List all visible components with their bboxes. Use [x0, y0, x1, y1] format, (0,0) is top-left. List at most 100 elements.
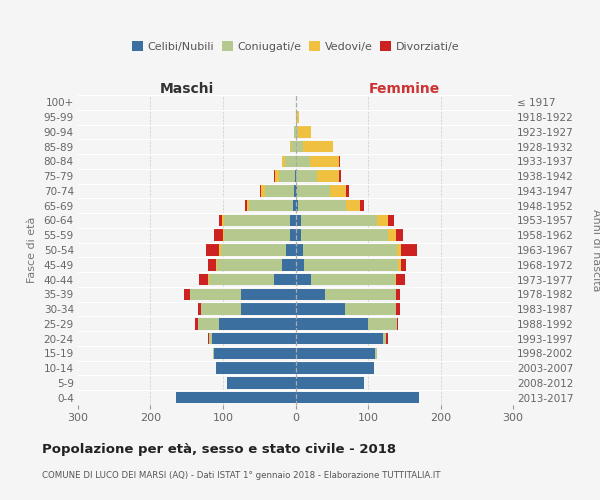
Y-axis label: Anni di nascita: Anni di nascita [590, 209, 600, 291]
Bar [296, 244, 303, 256]
Bar [176, 392, 296, 404]
Bar [197, 304, 201, 315]
Bar [291, 141, 296, 152]
Bar [296, 318, 368, 330]
Bar [296, 288, 325, 300]
Bar [296, 170, 317, 182]
Bar [241, 304, 296, 315]
Bar [395, 288, 396, 300]
Bar [296, 214, 301, 226]
Bar [212, 333, 296, 344]
Bar [311, 274, 395, 285]
Bar [388, 214, 394, 226]
Bar [286, 156, 296, 167]
Bar [304, 259, 398, 270]
Bar [282, 156, 286, 167]
Bar [296, 377, 364, 388]
Bar [296, 392, 419, 404]
Bar [339, 170, 341, 182]
Bar [329, 185, 346, 196]
Bar [245, 200, 247, 211]
Bar [218, 214, 222, 226]
Bar [296, 230, 301, 241]
Bar [303, 141, 333, 152]
Bar [199, 274, 208, 285]
Bar [249, 200, 293, 211]
Bar [298, 200, 346, 211]
Bar [224, 214, 290, 226]
Bar [301, 214, 377, 226]
Bar [274, 274, 296, 285]
Bar [360, 200, 364, 211]
Bar [294, 126, 296, 138]
Bar [220, 244, 221, 256]
Text: Femmine: Femmine [368, 82, 440, 96]
Bar [296, 304, 345, 315]
Bar [296, 126, 298, 138]
Bar [217, 259, 283, 270]
Bar [395, 230, 403, 241]
Bar [293, 200, 296, 211]
Bar [222, 214, 224, 226]
Bar [296, 348, 375, 359]
Bar [296, 274, 311, 285]
Bar [296, 200, 298, 211]
Bar [196, 318, 197, 330]
Bar [190, 288, 241, 300]
Bar [303, 244, 397, 256]
Bar [201, 304, 241, 315]
Bar [317, 170, 339, 182]
Bar [262, 185, 265, 196]
Bar [221, 244, 286, 256]
Bar [396, 274, 405, 285]
Bar [274, 170, 275, 182]
Bar [346, 200, 360, 211]
Bar [295, 170, 296, 182]
Bar [388, 230, 395, 241]
Bar [396, 288, 400, 300]
Bar [184, 288, 190, 300]
Bar [386, 333, 388, 344]
Bar [279, 170, 295, 182]
Bar [296, 259, 304, 270]
Bar [214, 348, 296, 359]
Bar [286, 244, 296, 256]
Bar [216, 362, 296, 374]
Bar [208, 333, 209, 344]
Bar [265, 185, 294, 196]
Bar [283, 259, 296, 270]
Bar [209, 274, 274, 285]
Text: COMUNE DI LUCO DEI MARSI (AQ) - Dati ISTAT 1° gennaio 2018 - Elaborazione TUTTIT: COMUNE DI LUCO DEI MARSI (AQ) - Dati IST… [42, 471, 440, 480]
Bar [241, 288, 296, 300]
Bar [368, 318, 397, 330]
Bar [209, 333, 212, 344]
Bar [214, 230, 223, 241]
Bar [396, 304, 400, 315]
Bar [290, 214, 296, 226]
Bar [310, 156, 339, 167]
Bar [345, 304, 395, 315]
Bar [290, 230, 296, 241]
Bar [294, 185, 296, 196]
Bar [375, 348, 377, 359]
Bar [197, 318, 220, 330]
Bar [213, 348, 214, 359]
Bar [220, 318, 296, 330]
Bar [383, 333, 386, 344]
Bar [296, 156, 310, 167]
Bar [398, 259, 401, 270]
Bar [296, 185, 297, 196]
Bar [297, 112, 299, 123]
Y-axis label: Fasce di età: Fasce di età [26, 217, 37, 283]
Bar [223, 230, 224, 241]
Bar [401, 244, 416, 256]
Bar [208, 259, 217, 270]
Text: Popolazione per età, sesso e stato civile - 2018: Popolazione per età, sesso e stato civil… [42, 442, 396, 456]
Bar [296, 333, 383, 344]
Bar [325, 288, 395, 300]
Bar [339, 156, 340, 167]
Text: Maschi: Maschi [160, 82, 214, 96]
Bar [227, 377, 296, 388]
Bar [275, 170, 279, 182]
Bar [290, 141, 291, 152]
